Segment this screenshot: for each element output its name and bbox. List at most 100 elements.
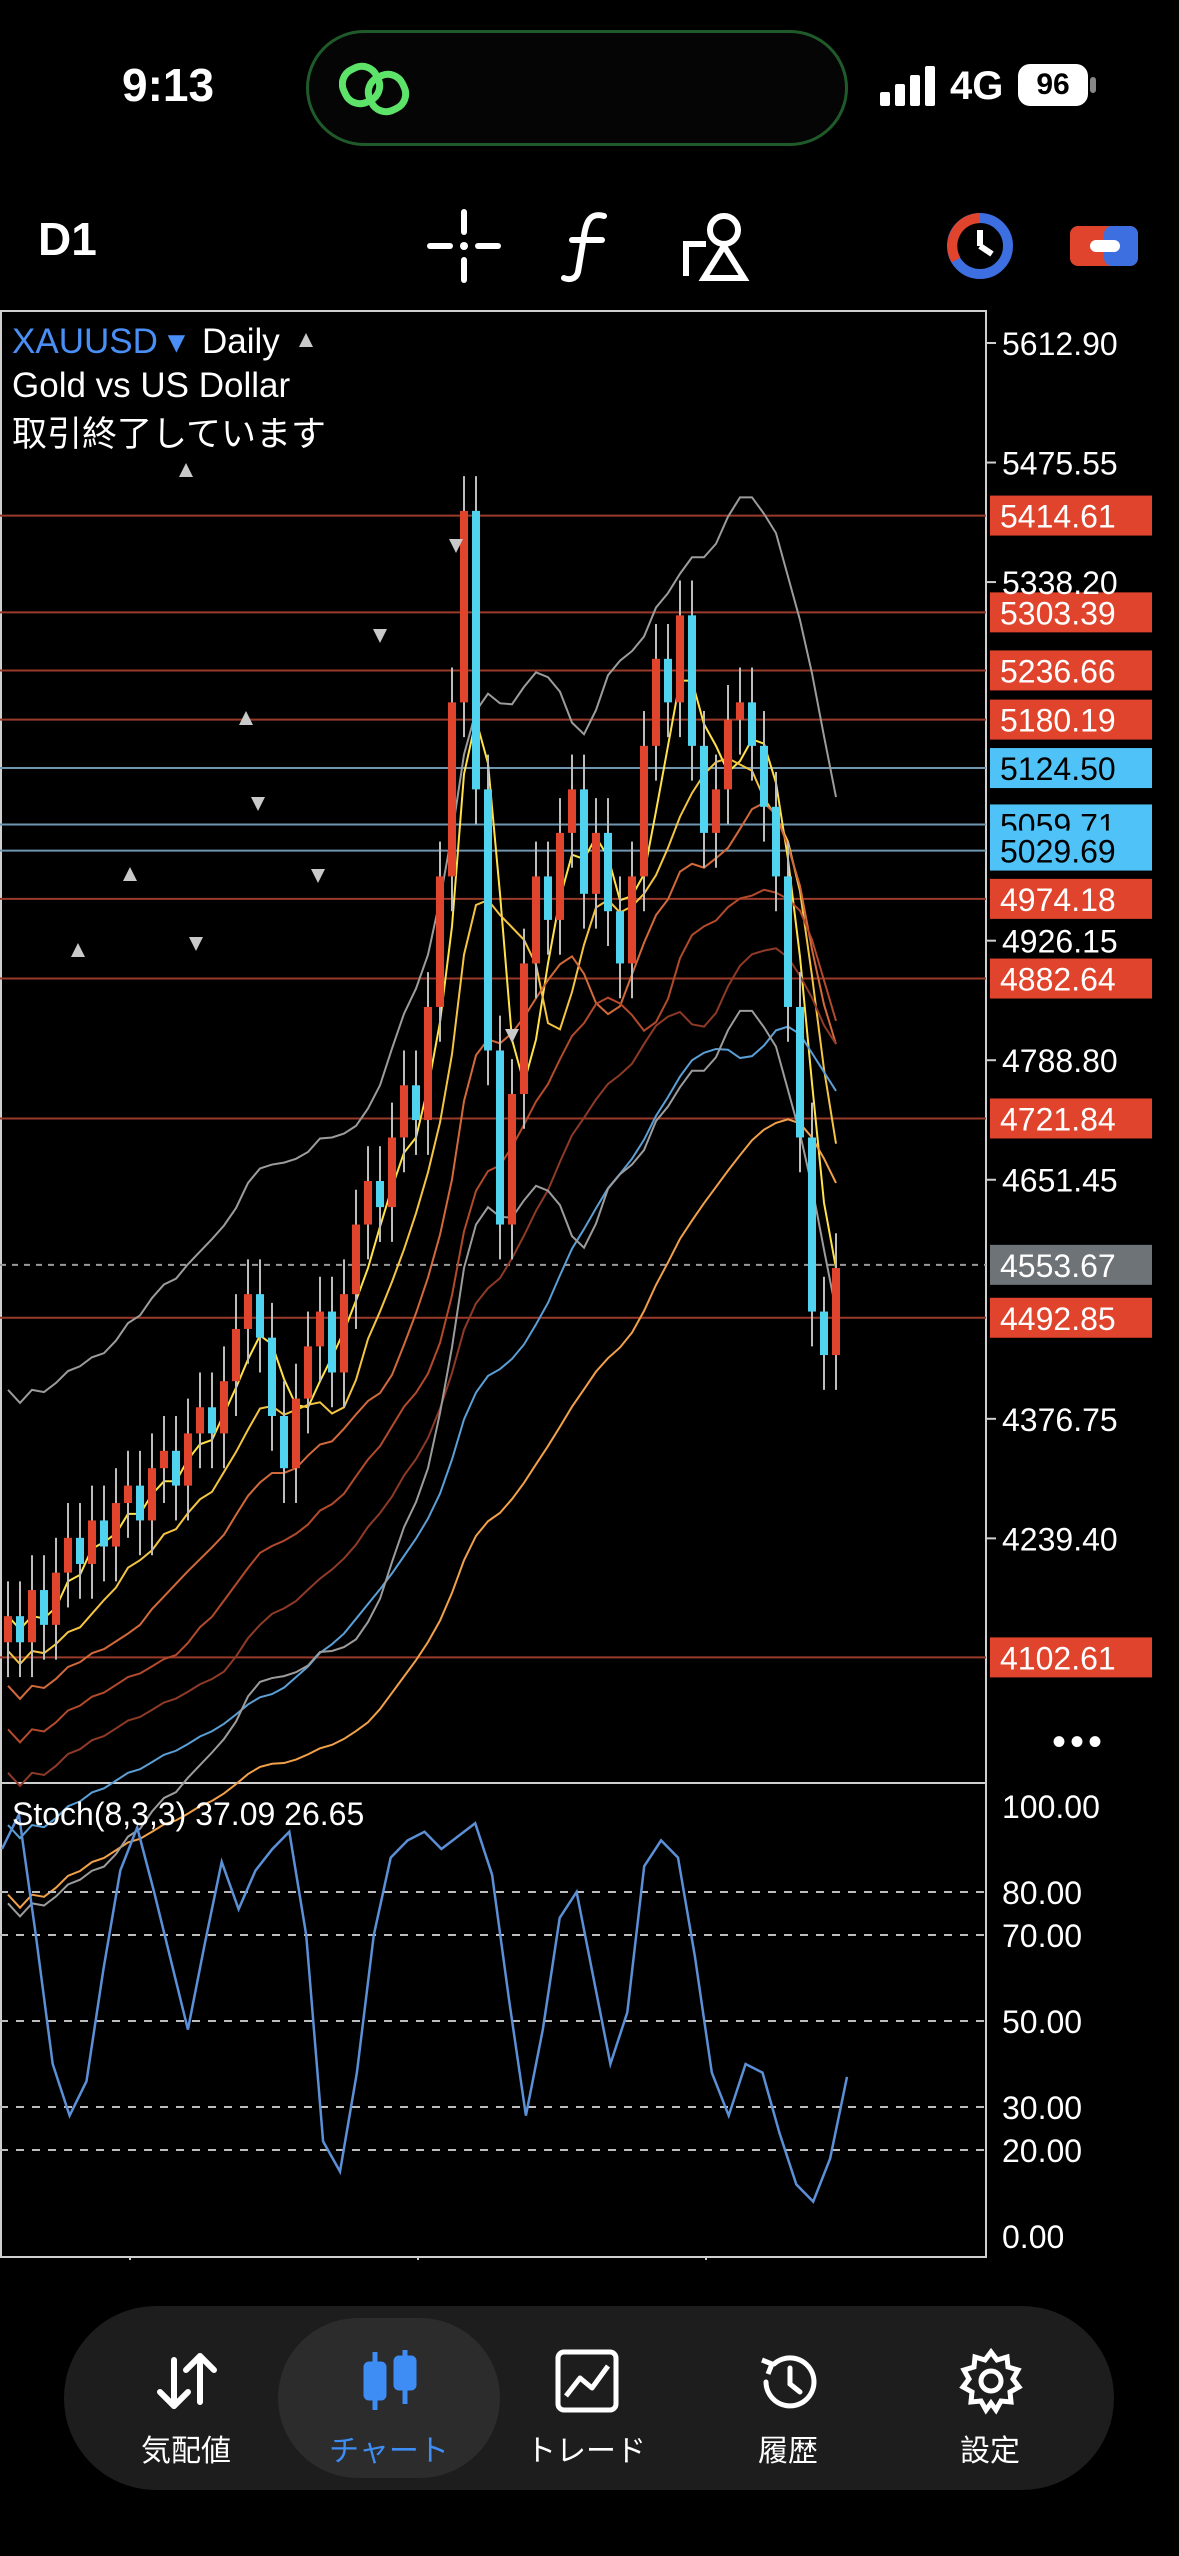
candle-body <box>100 1520 108 1547</box>
chart-symbol[interactable]: XAUUSD ▾ <box>12 322 185 362</box>
stoch-axis-label: 70.00 <box>1002 1918 1082 1954</box>
candle-body <box>352 1224 360 1295</box>
candle-body <box>520 963 528 1094</box>
moving-average-line <box>7 679 837 1631</box>
candle-body <box>712 789 720 833</box>
fractal-up-marker <box>299 333 313 347</box>
candle-body <box>328 1311 336 1373</box>
price-axis-label: 5612.90 <box>1002 326 1118 362</box>
candle-body <box>184 1433 192 1486</box>
nav-item-settings[interactable]: 設定 <box>890 2306 1090 2490</box>
candle-body <box>28 1590 36 1643</box>
link-icon <box>339 62 410 116</box>
candlestick-icon <box>363 2350 417 2410</box>
nav-item-trade[interactable]: トレード <box>486 2306 686 2490</box>
fractal-down-marker <box>189 937 203 951</box>
nav-label: 履歴 <box>758 2435 818 2468</box>
price-tag-label: 5236.66 <box>1000 653 1116 689</box>
candle-body <box>388 1137 396 1208</box>
price-axis-label: 4926.15 <box>1002 924 1118 960</box>
chart-period: Daily <box>202 322 280 361</box>
candle-body <box>124 1485 132 1504</box>
price-tag <box>990 1244 1152 1285</box>
candle-body <box>832 1268 840 1356</box>
candle-body <box>556 832 564 920</box>
candle-body <box>40 1590 48 1625</box>
candle-body <box>424 1006 432 1121</box>
candle-body <box>160 1450 168 1469</box>
price-axis-label: 4239.40 <box>1002 1521 1118 1557</box>
candle-body <box>436 876 444 1007</box>
candle-body <box>736 702 744 720</box>
nav-label: 気配値 <box>141 2435 231 2468</box>
candle-body <box>628 876 636 964</box>
fractal-down-marker <box>373 629 387 643</box>
candle-body <box>292 1398 300 1469</box>
nav-item-quotes[interactable]: 気配値 <box>86 2306 286 2490</box>
candle-body <box>364 1181 372 1225</box>
moving-average-line <box>7 801 837 1701</box>
fractal-down-marker <box>449 539 463 553</box>
price-tag-label: 4102.61 <box>1000 1640 1116 1676</box>
candle-body <box>796 1006 804 1138</box>
price-tag <box>990 650 1152 691</box>
candle-body <box>652 658 660 746</box>
price-tag <box>990 495 1152 536</box>
account-toggle-icon[interactable] <box>1064 206 1144 286</box>
shapes-icon[interactable] <box>676 206 756 286</box>
price-axis-label: 4651.45 <box>1002 1163 1118 1199</box>
candle-body <box>508 1093 516 1225</box>
bottom-nav: 気配値 チャート トレード 履歴 設定 <box>64 2306 1114 2490</box>
signal-icon <box>880 66 935 106</box>
price-tag <box>990 1297 1152 1338</box>
price-tag-label: 4721.84 <box>1000 1101 1116 1137</box>
candle-body <box>304 1346 312 1399</box>
price-tag-label: 5414.61 <box>1000 499 1116 535</box>
stoch-axis-label: 0.00 <box>1002 2219 1064 2255</box>
price-axis-label: 4788.80 <box>1002 1043 1118 1079</box>
nav-item-chart[interactable]: チャート <box>278 2318 500 2478</box>
chart-indicator-icon[interactable] <box>940 206 1020 286</box>
timeframe-button[interactable]: D1 <box>38 213 97 265</box>
price-tag-label: 5180.19 <box>1000 703 1116 739</box>
candle-body <box>208 1407 216 1434</box>
price-tag <box>990 699 1152 740</box>
crosshair-icon[interactable] <box>424 206 504 286</box>
candle-body <box>688 615 696 746</box>
more-options-icon[interactable]: ••• <box>1052 1720 1107 1764</box>
fractal-down-marker <box>251 797 265 811</box>
moving-average-line <box>7 1009 837 1918</box>
candle-body <box>484 789 492 1051</box>
price-tag-label: 5303.39 <box>1000 595 1116 631</box>
candle-body <box>772 806 780 877</box>
price-axis-label: 4376.75 <box>1002 1402 1118 1438</box>
stoch-axis-label: 30.00 <box>1002 2090 1082 2126</box>
fractal-up-marker <box>123 867 137 881</box>
candle-body <box>472 510 480 790</box>
price-tag-label: 4974.18 <box>1000 882 1116 918</box>
fractal-up-marker <box>179 463 193 477</box>
candle-body <box>244 1294 252 1329</box>
candle-body <box>136 1485 144 1521</box>
price-tag-label: 4492.85 <box>1000 1301 1116 1337</box>
network-label: 4G <box>950 64 1004 108</box>
function-icon[interactable] <box>550 206 630 286</box>
price-tag-label: 5124.50 <box>1000 751 1116 787</box>
nav-label: チャート <box>329 2435 449 2468</box>
nav-label: トレード <box>526 2435 646 2468</box>
candle-body <box>460 510 468 703</box>
dynamic-island <box>306 30 848 146</box>
candle-body <box>172 1450 180 1486</box>
battery-tip <box>1090 77 1096 93</box>
price-tag-label: 4553.67 <box>1000 1248 1116 1284</box>
candle-body <box>148 1468 156 1521</box>
candle-body <box>88 1520 96 1564</box>
market-status: 取引終了しています <box>12 415 326 454</box>
stoch-axis-label: 100.00 <box>1002 1789 1100 1825</box>
arrows-updown-icon <box>157 2353 217 2409</box>
candle-body <box>532 876 540 964</box>
moving-average-line <box>7 757 837 1666</box>
nav-item-history[interactable]: 履歴 <box>688 2306 888 2490</box>
price-chart[interactable]: 5414.615303.395236.665180.195124.505059.… <box>0 310 1179 2260</box>
candle-body <box>376 1181 384 1208</box>
